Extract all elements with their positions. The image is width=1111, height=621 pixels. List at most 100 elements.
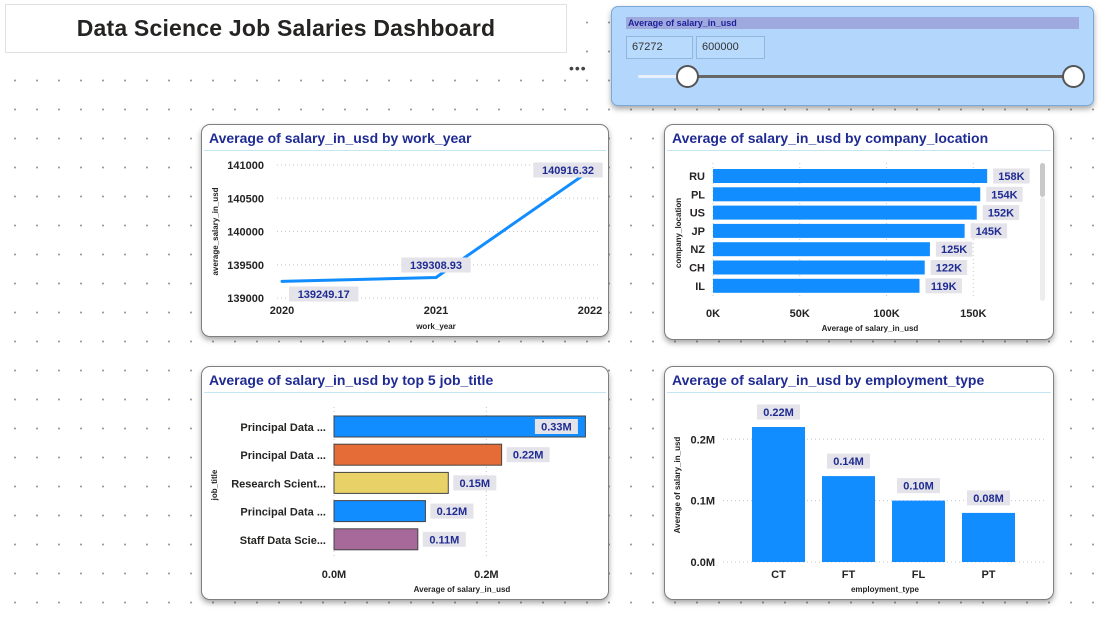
x-axis-title: employment_type: [851, 585, 920, 594]
y-tick-label: 139500: [227, 260, 264, 272]
y-tick-label: Principal Data ...: [240, 422, 326, 434]
data-label-bg: [534, 419, 578, 434]
data-label: 0.22M: [763, 407, 794, 419]
data-label: 0.10M: [903, 481, 934, 493]
data-label-bg: [289, 286, 359, 302]
job-title-chart-card: Average of salary_in_usd by top 5 job_ti…: [201, 366, 609, 600]
y-tick-label: RU: [689, 171, 705, 183]
bar: [333, 500, 426, 523]
data-label: 0.15M: [459, 478, 490, 490]
data-label-bg: [506, 447, 550, 463]
data-label-bg: [897, 478, 940, 494]
x-tick-label: 150K: [960, 308, 986, 320]
x-tick-label: 2020: [270, 305, 294, 317]
y-tick-label: CH: [689, 263, 705, 275]
data-label: 140916.32: [542, 165, 594, 177]
data-label-bg: [982, 205, 1020, 221]
y-tick-label: 0.1M: [691, 496, 715, 508]
data-label-bg: [453, 475, 497, 491]
y-tick-label: 0.0M: [691, 557, 715, 569]
scrollbar-track: [1040, 197, 1045, 301]
data-label: 0.08M: [973, 493, 1004, 505]
data-label: 145K: [976, 226, 1002, 238]
salary-range-slicer: Average of salary_in_usd 67272 600000: [611, 6, 1094, 106]
bar: [713, 205, 977, 220]
scrollbar-thumb: [1040, 163, 1045, 197]
y-axis-title: Average of salary_in_usd: [673, 437, 682, 534]
data-point: [280, 279, 284, 283]
y-tick-label: Staff Data Scie...: [240, 535, 326, 547]
bar: [713, 278, 920, 293]
data-label-bg: [757, 404, 800, 420]
employment-type-chart-card: Average of salary_in_usd by employment_t…: [664, 366, 1054, 600]
data-label: 0.11M: [429, 534, 459, 546]
data-label-bg: [930, 260, 968, 275]
dashboard-title-box: Data Science Job Salaries Dashboard: [5, 4, 567, 53]
data-label-bg: [401, 257, 471, 273]
divider: [667, 392, 1051, 393]
x-tick-label: 0.2M: [474, 569, 498, 581]
data-label-bg: [533, 162, 603, 178]
x-tick-label: 2022: [578, 305, 602, 317]
work-year-line-chart: 141000 140500 140000 139500 139000 2020 2021 20…: [211, 160, 603, 331]
y-axis-title: average_salary_in_usd: [211, 187, 220, 275]
y-tick-label: JP: [692, 226, 705, 238]
slicer-track[interactable]: [688, 75, 1074, 78]
data-label: 139249.17: [298, 289, 350, 301]
slicer-max-input[interactable]: 600000: [696, 36, 765, 59]
x-tick-label: FL: [912, 569, 926, 581]
data-label-bg: [967, 490, 1010, 506]
more-options-icon[interactable]: •••: [569, 60, 587, 76]
divider: [204, 150, 606, 151]
data-label: 122K: [936, 263, 962, 275]
data-label-bg: [422, 531, 466, 547]
bar: [333, 471, 449, 494]
data-label: 158K: [998, 171, 1024, 183]
bar: [713, 169, 988, 183]
y-tick-label: 140000: [227, 227, 264, 239]
x-tick-label: 50K: [790, 308, 810, 320]
y-tick-label: 141000: [227, 160, 264, 172]
job-title-chart-title: Average of salary_in_usd by top 5 job_ti…: [209, 372, 494, 388]
y-tick-label: PL: [691, 189, 705, 201]
data-label: 154K: [991, 189, 1017, 201]
column: [892, 500, 945, 562]
company-location-chart-title: Average of salary_in_usd by company_loca…: [672, 130, 989, 146]
data-label-bg: [925, 278, 962, 294]
y-tick-label: 140500: [227, 193, 264, 205]
bar: [333, 443, 503, 466]
y-tick-label: Research Scient...: [231, 478, 326, 490]
column: [962, 512, 1015, 562]
data-label-bg: [430, 503, 474, 519]
column: [752, 427, 805, 562]
job-title-bar-chart: 0.0M 0.2M Average of salary_in_usd job_titl…: [210, 407, 586, 594]
x-tick-label: FT: [842, 569, 856, 581]
x-tick-label: CT: [771, 569, 786, 581]
y-tick-label: NZ: [690, 244, 705, 256]
data-label-bg: [827, 453, 870, 469]
slicer-handle-low[interactable]: [676, 65, 699, 88]
work-year-chart-card: Average of salary_in_usd by work_year 14…: [201, 124, 609, 337]
company-location-chart-card: Average of salary_in_usd by company_loca…: [664, 124, 1054, 340]
x-axis-title: work_year: [415, 322, 456, 331]
x-axis-title: Average of salary_in_usd: [822, 324, 919, 333]
y-tick-label: US: [690, 208, 705, 220]
bar: [333, 415, 586, 438]
dashboard-title: Data Science Job Salaries Dashboard: [76, 15, 496, 41]
employment-type-column-chart: 0.2M 0.1M 0.0M employment_type Average of sa…: [673, 404, 1045, 594]
company-location-bar-chart: 0K 50K 100K 150K Average of salary_in_usd com…: [674, 163, 1045, 333]
data-label: 0.14M: [833, 456, 864, 468]
slicer-handle-high[interactable]: [1062, 65, 1085, 88]
data-label: 0.22M: [513, 450, 544, 462]
bar: [333, 528, 419, 551]
bar: [713, 260, 925, 275]
y-tick-label: 0.2M: [691, 434, 715, 446]
data-label-bg: [993, 168, 1030, 184]
x-tick-label: 0K: [706, 308, 720, 320]
y-tick-label: Principal Data ...: [240, 450, 326, 462]
slicer-header: Average of salary_in_usd: [626, 17, 1079, 29]
data-label-bg: [970, 223, 1008, 239]
y-tick-label: 139000: [227, 293, 264, 305]
employment-type-chart-title: Average of salary_in_usd by employment_t…: [672, 372, 985, 388]
slicer-min-input[interactable]: 67272: [626, 36, 693, 59]
